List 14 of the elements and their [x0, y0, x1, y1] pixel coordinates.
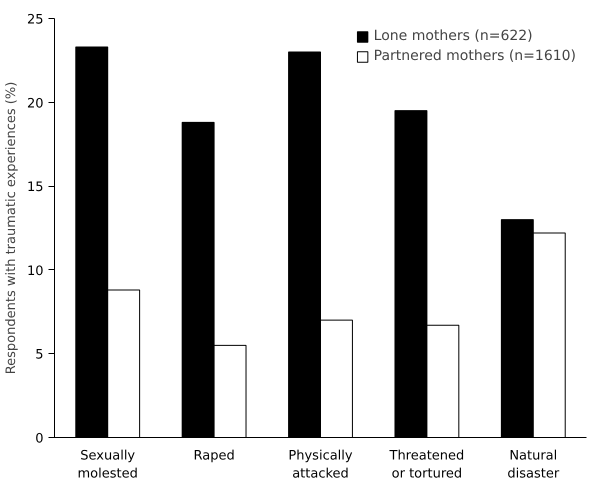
y-tick-label: 10 — [26, 264, 44, 279]
y-tick-label: 0 — [35, 432, 44, 446]
legend-label: Partnered mothers (n=1610) — [374, 48, 576, 64]
y-tick-label: 15 — [26, 180, 44, 196]
x-tick-label: Natural disaster — [507, 448, 560, 482]
x-tick-label: Threatened or tortured — [388, 448, 464, 482]
legend-label: Lone mothers (n=622) — [374, 28, 533, 44]
x-tick-label: Sexually molested — [78, 448, 138, 482]
x-tick-label: Physically attacked — [288, 448, 353, 482]
y-axis-title: Respondents with traumatic experiences (%) — [4, 82, 19, 374]
x-tick-label: Raped — [193, 448, 235, 464]
y-tick-label: 5 — [35, 348, 44, 363]
y-tick-label: 25 — [26, 12, 44, 28]
y-tick-label: 20 — [26, 96, 44, 112]
